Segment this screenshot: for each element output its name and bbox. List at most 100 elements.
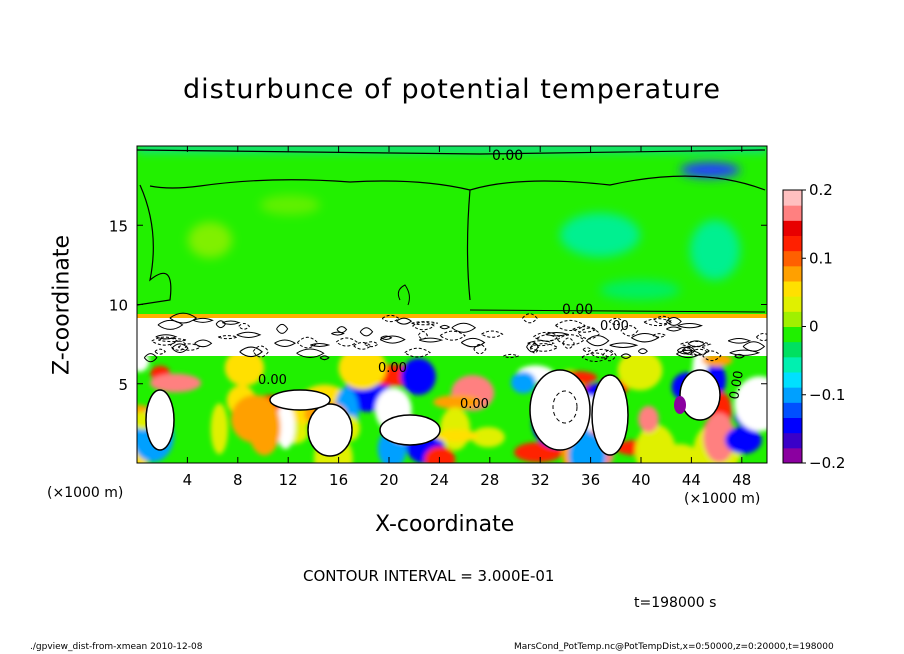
upper-warm-region <box>188 222 232 258</box>
turbulent-contour <box>236 331 262 338</box>
turbulent-contour <box>177 343 202 351</box>
turbulent-contours <box>143 312 767 363</box>
turbulent-contour <box>602 349 617 362</box>
contour-line <box>469 309 766 313</box>
field-blob <box>734 376 767 432</box>
turbulent-contour <box>637 348 648 355</box>
turbulent-contour <box>353 342 372 350</box>
turbulent-contour <box>582 347 592 353</box>
x-tick-label: 40 <box>631 471 650 489</box>
x-tick-label: 48 <box>732 471 751 489</box>
contour-interval-note: CONTOUR INTERVAL = 3.000E-01 <box>303 567 555 585</box>
turbulent-contour <box>417 331 428 340</box>
field-core <box>269 389 331 411</box>
field-blob <box>510 371 536 394</box>
turbulent-contour <box>418 337 444 343</box>
field-blob <box>635 424 676 463</box>
colorbar: 0.2 0.1 0 −0.1 −0.2 <box>782 181 845 472</box>
colorbar-segment <box>783 190 802 206</box>
field-core <box>529 369 591 451</box>
footer-left: ./gpview_dist-from-xmean 2010-12-08 <box>30 642 203 652</box>
turbulent-contour <box>608 317 625 326</box>
turbulent-contour <box>690 348 709 356</box>
colorbar-segment <box>783 265 802 282</box>
colorbar-segment <box>783 205 802 221</box>
turbulent-contour <box>439 330 466 341</box>
turbulent-contour <box>681 346 696 355</box>
turbulent-contour <box>666 316 682 326</box>
x-tick-label: 32 <box>531 471 550 489</box>
contour-label: 0.00 <box>460 397 489 412</box>
turbulent-contour <box>727 338 752 344</box>
turbulent-contour <box>143 353 158 363</box>
x-tick-label: 16 <box>329 471 348 489</box>
turbulent-contour <box>677 322 703 329</box>
field-blob <box>424 446 456 463</box>
colorbar-segment <box>783 220 802 236</box>
turbulent-contour <box>702 350 722 362</box>
turbulent-contour <box>742 341 766 352</box>
turbulent-contour <box>522 313 538 324</box>
field-blob <box>210 403 229 455</box>
x-tick-label: 4 <box>183 471 193 489</box>
field-blobs <box>137 345 767 463</box>
colorbar-segment <box>783 356 802 373</box>
turbulent-contour <box>653 315 673 325</box>
turbulent-contour <box>238 323 251 330</box>
upper-cool-region <box>560 213 640 257</box>
turbulent-contour <box>680 340 712 348</box>
field-blob <box>224 349 265 387</box>
turbulent-contour <box>335 337 358 347</box>
colorbar-segment <box>783 296 802 312</box>
convective-layer <box>137 318 767 463</box>
x-tick-label: 12 <box>279 471 298 489</box>
colorbar-segment <box>783 250 802 267</box>
field-blob <box>702 353 733 367</box>
turbulent-contour <box>503 353 520 359</box>
colorbar-segment <box>783 417 802 434</box>
turbulent-contour <box>451 322 477 333</box>
turbulent-contour <box>652 333 667 338</box>
turbulent-contour <box>297 336 319 349</box>
contour-line <box>466 175 766 301</box>
turbulent-contour <box>331 331 345 336</box>
turbulent-contour <box>439 324 451 330</box>
x-tick-label: 28 <box>480 471 499 489</box>
field-blob <box>338 346 387 390</box>
turbulent-contour <box>222 320 241 325</box>
turbulent-contour <box>155 334 178 340</box>
turbulent-contour <box>310 343 331 348</box>
turbulent-contour <box>609 342 639 348</box>
turbulent-contour <box>460 337 486 348</box>
y-tick-label: 5 <box>118 376 128 394</box>
turbulent-contour <box>729 349 761 356</box>
field-core <box>379 414 441 446</box>
turbulent-contour <box>473 343 487 355</box>
contour-line <box>552 390 578 424</box>
contour-line <box>149 179 471 191</box>
field-blob <box>434 429 478 443</box>
footer-right: MarsCond_PotTemp.nc@PotTempDist,x=0:5000… <box>514 642 834 652</box>
turbulent-contour <box>396 317 413 325</box>
field-core <box>307 403 353 457</box>
colorbar-segment <box>783 341 802 358</box>
turbulent-contour <box>359 327 374 337</box>
turbulent-contour <box>526 341 539 353</box>
contour-label: 0.00 <box>600 319 629 334</box>
field-blob <box>401 358 436 395</box>
turbulent-contour <box>296 348 325 358</box>
x-tick-label: 24 <box>430 471 449 489</box>
x-axis-unit: (×1000 m) <box>684 491 761 507</box>
turbulent-contour <box>411 321 438 326</box>
turbulent-contour <box>620 353 632 359</box>
field-blob <box>230 394 280 443</box>
contour-label: 0.00 <box>258 373 287 388</box>
turbulent-contour <box>215 320 226 329</box>
turbulent-contour <box>381 314 400 323</box>
turbulent-contour <box>562 337 575 349</box>
contour-line <box>137 184 172 306</box>
contour-label: 0.00 <box>378 361 407 376</box>
time-stamp: t=198000 s <box>634 595 717 611</box>
chart-title: disturbunce of potential temperature <box>183 74 721 105</box>
x-tick-label: 36 <box>581 471 600 489</box>
